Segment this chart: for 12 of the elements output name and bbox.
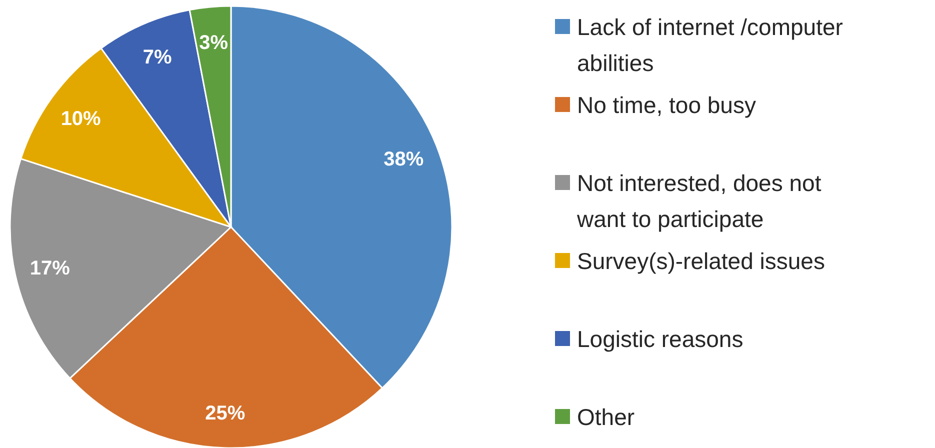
legend-label: Other xyxy=(577,404,635,430)
legend-label: Lack of internet /computer abilities xyxy=(577,14,844,76)
data-label: 17% xyxy=(30,257,70,280)
legend-label: Survey(s)-related issues xyxy=(577,248,825,274)
data-label: 38% xyxy=(384,148,424,171)
legend-label: No time, too busy xyxy=(577,92,756,118)
data-label: 10% xyxy=(60,108,102,130)
data-label: 7% xyxy=(142,46,172,69)
legend-label: Logistic reasons xyxy=(577,326,744,352)
data-label: 25% xyxy=(205,402,246,425)
legend-label: Not interested, does not want to participate xyxy=(576,170,822,232)
data-label: 3% xyxy=(199,32,228,54)
